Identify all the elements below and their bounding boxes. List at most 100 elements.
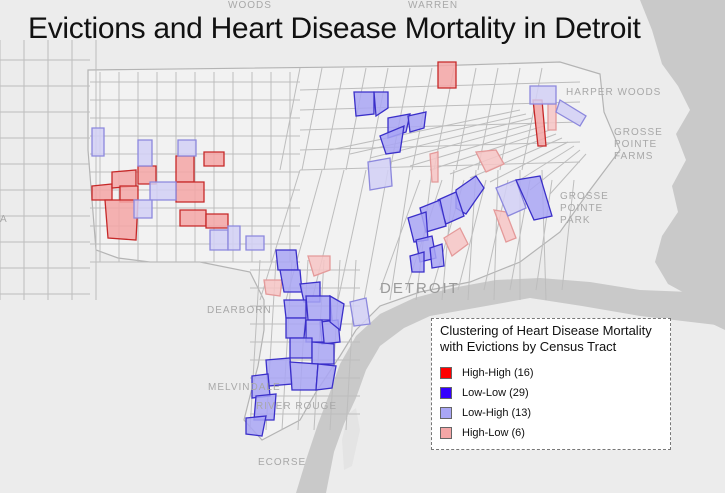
tract-high-low <box>443 227 469 258</box>
tract-low-high <box>133 199 153 219</box>
tract-boundary-line <box>301 67 323 171</box>
place-label-detroit: DETROIT <box>380 280 460 297</box>
tract-boundary-line <box>279 67 301 171</box>
tract-low-high <box>245 235 265 251</box>
tract-low-low <box>311 341 335 365</box>
legend-item-high-low: High-Low (6) <box>440 423 662 443</box>
tract-high-high <box>137 165 157 185</box>
tract-boundary-line <box>311 169 345 301</box>
tract-low-high <box>137 139 153 167</box>
tract-high-high <box>203 151 225 167</box>
tract-boundary-line <box>329 109 521 151</box>
tract-low-low <box>305 319 325 343</box>
place-label-river-rouge: RIVER ROUGE <box>256 401 338 412</box>
tract-low-low <box>515 175 553 221</box>
tract-boundary-line <box>457 179 487 291</box>
classified-tracts <box>91 61 587 437</box>
tract-high-high <box>175 181 205 203</box>
tract-high-low <box>429 151 439 183</box>
tract-low-low <box>283 299 307 319</box>
tract-boundary-line <box>521 67 543 171</box>
legend-label-low-low: Low-Low (29) <box>462 387 529 399</box>
tract-low-low <box>315 363 337 391</box>
tract-low-low <box>279 269 303 293</box>
tract-high-high <box>179 209 207 227</box>
tract-low-low <box>353 91 375 117</box>
tract-boundary-line <box>345 67 367 171</box>
tract-boundary-line <box>363 169 389 301</box>
legend-item-high-high: High-High (16) <box>440 363 662 383</box>
tract-boundary-line <box>499 67 521 171</box>
tract-boundary-line <box>367 67 389 171</box>
place-label-west-edge: A <box>0 214 8 225</box>
tract-low-low <box>285 317 307 339</box>
tract-low-high <box>209 229 229 251</box>
tract-boundary-line <box>323 67 345 171</box>
legend-swatch-low-low <box>440 387 452 399</box>
legend-item-low-low: Low-Low (29) <box>440 383 662 403</box>
place-label-dearborn: DEARBORN <box>207 305 272 316</box>
lake-st-clair <box>640 0 725 330</box>
tract-boundary-line <box>349 113 527 155</box>
tract-low-high <box>555 99 587 127</box>
tract-boundary-line <box>299 161 581 171</box>
legend-swatch-low-high <box>440 407 452 419</box>
place-label-grosse-pointe-park: GROSSE POINTE PARK <box>560 191 609 226</box>
map-title: Evictions and Heart Disease Mortality in… <box>28 12 641 45</box>
tract-low-low <box>289 361 319 391</box>
tract-boundary-line <box>259 169 301 301</box>
tract-low-high <box>367 157 393 191</box>
tract-low-low <box>409 251 425 273</box>
tract-high-high <box>91 183 113 201</box>
tract-boundary-line <box>379 179 421 291</box>
place-label-grosse-pointe-farms: GROSSE POINTE FARMS <box>614 127 663 162</box>
tract-high-high <box>205 213 229 229</box>
tract-high-low <box>492 209 517 243</box>
tract-low-low <box>253 393 277 421</box>
tract-boundary-line <box>549 153 587 195</box>
legend-swatch-high-high <box>440 367 452 379</box>
tract-high-high <box>437 61 457 89</box>
tract-low-high <box>91 127 105 157</box>
tract-boundary-line <box>337 169 367 301</box>
legend-label-low-high: Low-High (13) <box>462 407 532 419</box>
tract-high-high <box>111 169 137 189</box>
tract-low-low <box>329 294 345 332</box>
place-label-woods: WOODS <box>228 0 272 11</box>
tract-boundary-line <box>489 141 569 183</box>
legend-label-high-low: High-Low (6) <box>462 427 525 439</box>
legend-title: Clustering of Heart Disease Mortality wi… <box>440 323 652 354</box>
detroit-river <box>296 278 725 493</box>
tract-low-high <box>177 139 197 157</box>
tract-low-high <box>349 297 371 327</box>
place-label-harper-woods: HARPER WOODS <box>566 87 662 98</box>
tract-low-high <box>495 179 527 217</box>
place-label-melvindale: MELVINDALE <box>208 382 281 393</box>
place-label-ecorse: ECORSE <box>258 457 307 468</box>
tract-high-low <box>547 103 557 131</box>
tract-low-low <box>379 124 405 155</box>
tract-low-low <box>305 295 333 321</box>
tract-boundary-line <box>389 121 539 163</box>
legend-label-high-high: High-High (16) <box>462 367 534 379</box>
tract-boundary-line <box>299 141 581 151</box>
tract-high-low <box>307 255 331 277</box>
tract-high-low <box>474 149 505 173</box>
tract-low-low <box>429 243 445 269</box>
tract-high-high <box>104 199 139 241</box>
tract-low-low <box>245 415 267 437</box>
map-legend: Clustering of Heart Disease Mortality wi… <box>431 318 671 450</box>
place-label-warren: WARREN <box>408 0 459 11</box>
tract-low-high <box>227 225 241 251</box>
tract-low-low <box>275 249 299 271</box>
tract-boundary-line <box>535 179 553 291</box>
legend-item-low-high: Low-High (13) <box>440 403 662 423</box>
tract-high-low <box>263 279 283 297</box>
tract-boundary-line <box>561 179 575 291</box>
tract-low-high <box>529 85 557 105</box>
legend-swatch-high-low <box>440 427 452 439</box>
tract-low-low <box>289 337 313 359</box>
tract-low-low <box>373 91 389 118</box>
